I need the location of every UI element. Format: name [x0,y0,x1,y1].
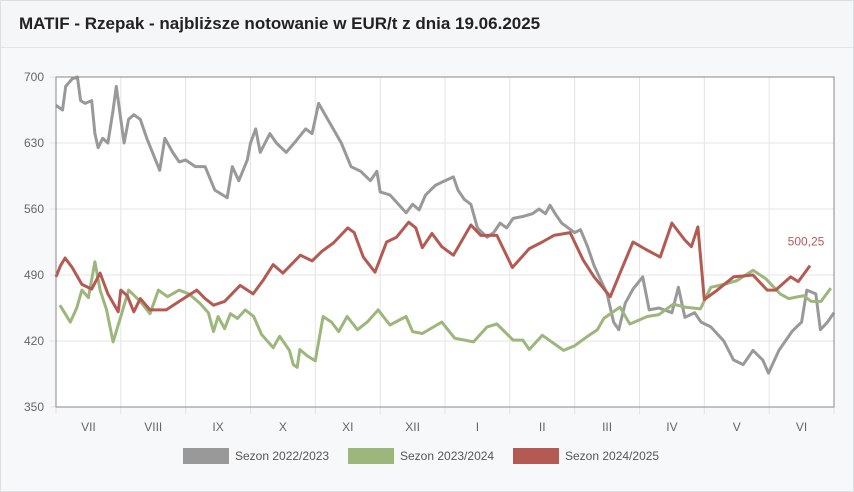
series-lines [54,75,836,375]
x-tick-label: XI [342,420,353,434]
legend-swatch [348,448,394,464]
y-tick-label: 630 [24,136,44,150]
x-tick-label: X [279,420,287,434]
x-tick-label: VIII [144,420,162,434]
y-tick-label: 490 [24,268,44,282]
legend-label: Sezon 2023/2024 [400,449,494,463]
plot-border [55,76,835,408]
series-line-2 [58,260,833,369]
x-tick-label: III [602,420,612,434]
y-axis-ticks: 350 420 490 560 630 700 [24,70,44,414]
x-tick-label: I [476,420,479,434]
x-axis-ticks: VII VIII IX X XI XII I II III IV V VI [81,420,807,434]
x-tick-label: IV [666,420,677,434]
chart-header: MATIF - Rzepak - najbliższe notowanie w … [1,1,853,48]
series-line-1 [55,75,836,375]
x-tick-label: II [539,420,546,434]
legend-label: Sezon 2024/2025 [565,449,659,463]
y-tick-label: 350 [24,400,44,414]
x-tick-label: V [733,420,741,434]
last-value-label: 500,25 [788,235,825,249]
legend-swatch [513,448,559,464]
x-tick-label: IX [212,420,223,434]
x-tick-label: VII [81,420,96,434]
legend-swatch [183,448,229,464]
legend-label: Sezon 2022/2023 [235,449,329,463]
y-tick-label: 560 [24,202,44,216]
legend: Sezon 2022/2023 Sezon 2023/2024 Sezon 2024… [183,448,659,464]
x-tick-label: VI [796,420,807,434]
y-tick-label: 420 [24,334,44,348]
x-tick-label: XII [405,420,420,434]
chart-title: MATIF - Rzepak - najbliższe notowanie w … [19,14,541,33]
series-line-3 [54,220,812,314]
y-tick-label: 700 [24,70,44,84]
